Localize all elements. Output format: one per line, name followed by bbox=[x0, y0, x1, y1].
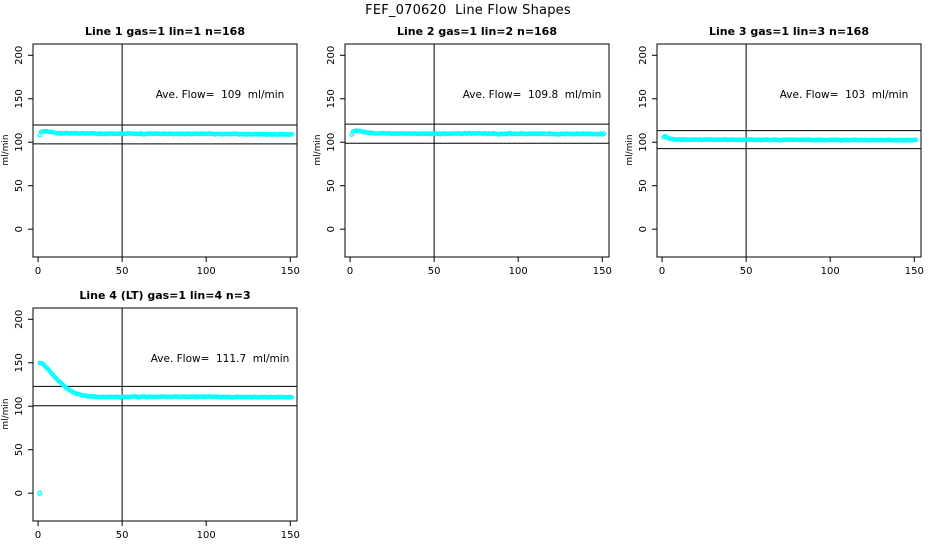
y-tick-label: 100 bbox=[14, 133, 25, 152]
y-tick-label: 50 bbox=[14, 179, 25, 192]
data-point bbox=[912, 137, 917, 143]
plot-box bbox=[656, 43, 922, 258]
plot-canvas: 0 50 100 150 0 50 100 150 200 bbox=[326, 43, 612, 277]
plot-canvas: 0 50 100 150 0 50 100 150 200 bbox=[14, 43, 300, 277]
panel-title: Line 4 (LT) gas=1 lin=4 n=3 bbox=[79, 289, 251, 302]
panel-line-3: Line 3 gas=1 lin=3 n=168 ml/min Ave. Flo… bbox=[624, 18, 936, 282]
y-tick-label: 0 bbox=[14, 226, 25, 232]
ave-flow-annotation: Ave. Flow= 103 ml/min bbox=[779, 89, 909, 101]
y-tick-label: 150 bbox=[14, 89, 25, 108]
figure-title: FEF_070620 Line Flow Shapes bbox=[365, 3, 571, 18]
x-tick-label: 0 bbox=[35, 530, 41, 541]
x-tick-label: 50 bbox=[740, 266, 753, 277]
data-point bbox=[601, 131, 607, 136]
y-tick-label: 50 bbox=[326, 179, 337, 192]
x-tick-label: 0 bbox=[347, 266, 353, 277]
x-tick-label: 50 bbox=[116, 530, 129, 541]
y-tick-label: 50 bbox=[638, 179, 649, 192]
y-tick-label: 0 bbox=[14, 490, 25, 496]
x-tick-label: 50 bbox=[116, 266, 129, 277]
y-tick-label: 150 bbox=[14, 353, 25, 372]
y-tick-label: 200 bbox=[14, 46, 25, 65]
x-tick-label: 100 bbox=[509, 266, 528, 277]
x-tick-label: 100 bbox=[197, 266, 216, 277]
y-tick-label: 0 bbox=[326, 226, 337, 232]
ave-flow-annotation: Ave. Flow= 111.7 ml/min bbox=[150, 353, 290, 365]
panel-title: Line 3 gas=1 lin=3 n=168 bbox=[708, 25, 869, 38]
data-point bbox=[289, 131, 295, 137]
y-tick-label: 200 bbox=[14, 310, 25, 329]
y-tick-label: 50 bbox=[14, 443, 25, 456]
outlier-point bbox=[37, 490, 43, 496]
y-tick-label: 0 bbox=[638, 226, 649, 232]
y-tick-label: 200 bbox=[326, 46, 337, 65]
x-tick-label: 100 bbox=[197, 530, 216, 541]
panel-title: Line 1 gas=1 lin=1 n=168 bbox=[84, 25, 245, 38]
plot-box bbox=[344, 43, 610, 258]
y-tick-label: 100 bbox=[638, 133, 649, 152]
plot-canvas: 0 50 100 150 0 50 100 150 200 bbox=[638, 43, 924, 277]
x-tick-label: 0 bbox=[35, 266, 41, 277]
x-tick-label: 0 bbox=[659, 266, 665, 277]
data-point bbox=[289, 395, 295, 400]
panel-line-4: Line 4 (LT) gas=1 lin=4 n=3 ml/min Ave. … bbox=[0, 282, 312, 546]
x-tick-label: 100 bbox=[821, 266, 840, 277]
plot-box bbox=[32, 43, 298, 258]
x-tick-label: 150 bbox=[593, 266, 612, 277]
y-tick-label: 150 bbox=[326, 89, 337, 108]
plot-canvas: 0 50 100 150 0 50 100 150 200 bbox=[14, 307, 300, 541]
y-tick-label: 150 bbox=[638, 89, 649, 108]
data-point bbox=[37, 133, 43, 138]
panel-line-2: Line 2 gas=1 lin=2 n=168 ml/min Ave. Flo… bbox=[312, 18, 624, 282]
y-tick-label: 100 bbox=[14, 397, 25, 416]
ave-flow-annotation: Ave. Flow= 109 ml/min bbox=[155, 89, 285, 101]
panel-line-1: Line 1 gas=1 lin=1 n=168 ml/min Ave. Flo… bbox=[0, 18, 312, 282]
x-tick-label: 150 bbox=[905, 266, 924, 277]
y-tick-label: 100 bbox=[326, 133, 337, 152]
x-tick-label: 150 bbox=[281, 266, 300, 277]
plot-box bbox=[32, 307, 298, 522]
ave-flow-annotation: Ave. Flow= 109.8 ml/min bbox=[462, 89, 602, 101]
x-tick-label: 50 bbox=[428, 266, 441, 277]
x-tick-label: 150 bbox=[281, 530, 300, 541]
panel-title: Line 2 gas=1 lin=2 n=168 bbox=[396, 25, 557, 38]
data-point bbox=[913, 137, 919, 143]
y-tick-label: 200 bbox=[638, 46, 649, 65]
